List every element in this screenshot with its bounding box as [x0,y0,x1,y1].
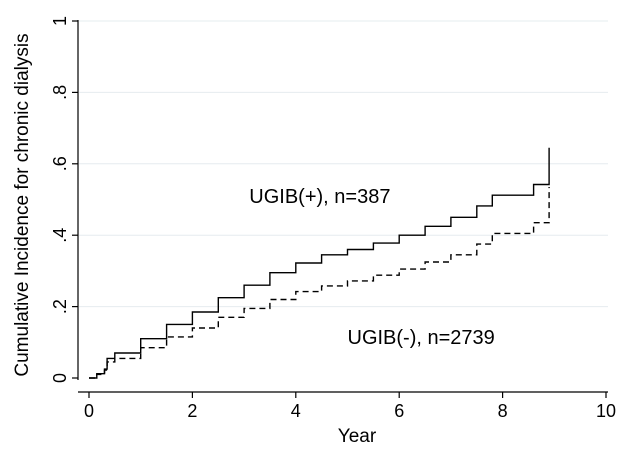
x-tick-label: 0 [84,401,94,421]
x-axis-title: Year [338,426,377,447]
y-tick-label: 1 [50,16,70,26]
x-tick-label: 2 [187,401,197,421]
axes [77,20,608,393]
y-tick-label: .6 [50,156,70,171]
series-line-ugib-negative [89,187,550,379]
y-tick-label: .4 [50,228,70,243]
y-tick-label: 0 [50,373,70,383]
y-axis-title: Cumulative Incidence for chronic dialysi… [12,33,33,376]
x-tick-label: 6 [394,401,404,421]
x-tick-label: 4 [291,401,301,421]
y-tick-label: .8 [50,85,70,100]
x-tick-label: 8 [498,401,508,421]
x-tick-label: 10 [596,401,616,421]
series [89,147,550,379]
y-tick-label: .2 [50,299,70,314]
axis-ticks: 0.2.4.6.810 2 4 6 8 10 [50,16,616,421]
grid-lines [79,20,608,308]
annotation-ugib-negative: UGIB(-), n=2739 [348,327,495,349]
annotation-ugib-positive: UGIB(+), n=387 [249,186,390,208]
annotations: UGIB(+), n=387 UGIB(-), n=2739 [249,186,495,349]
